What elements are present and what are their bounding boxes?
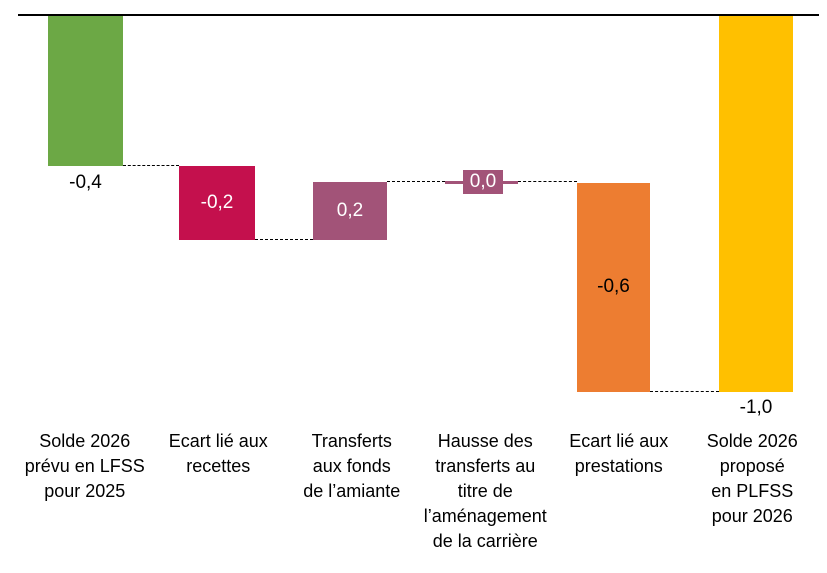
value-label-hausse-transferts: 0,0 xyxy=(469,171,497,192)
connector-line-3 xyxy=(387,181,445,182)
connector-line-4 xyxy=(518,181,577,182)
category-label-hausse-transferts: Hausse des transferts au titre de l’amén… xyxy=(423,431,547,551)
bar-solde-2026-plfss-2026 xyxy=(719,15,793,392)
category-label-transferts-fonds-amiante: Transferts aux fonds de l’amiante xyxy=(303,431,401,501)
category-axis: Solde 2026 prévu en LFSS pour 2025 Ecart… xyxy=(18,429,819,554)
bar-hausse-transferts-label-box xyxy=(463,170,503,194)
connector-line-1 xyxy=(123,165,179,166)
category-label-ecart-prestations: Ecart lié aux prestations xyxy=(569,431,669,476)
category-label-solde-2026-plfss-2026: Solde 2026 proposé en PLFSS pour 2026 xyxy=(706,431,798,526)
category-label-solde-2026-lfss-2025: Solde 2026 prévu en LFSS pour 2025 xyxy=(24,431,145,501)
bar-transferts-fonds-amiante xyxy=(313,182,387,240)
connector-line-5 xyxy=(650,391,719,392)
bar-solde-2026-lfss-2025 xyxy=(48,15,123,166)
value-label-solde-2026-plfss-2026: -1,0 xyxy=(739,397,773,418)
bar-ecart-prestations xyxy=(577,183,650,392)
value-label-transferts-fonds-amiante: 0,2 xyxy=(336,200,364,221)
category-label-ecart-recettes: Ecart lié aux recettes xyxy=(168,431,268,476)
value-label-solde-2026-lfss-2025: -0,4 xyxy=(69,172,102,193)
value-label-ecart-recettes: -0,2 xyxy=(200,192,234,213)
bar-ecart-recettes xyxy=(179,166,255,240)
connector-line-2 xyxy=(255,239,313,240)
zero-axis-line xyxy=(18,14,819,16)
value-label-ecart-prestations: -0,6 xyxy=(597,276,630,297)
